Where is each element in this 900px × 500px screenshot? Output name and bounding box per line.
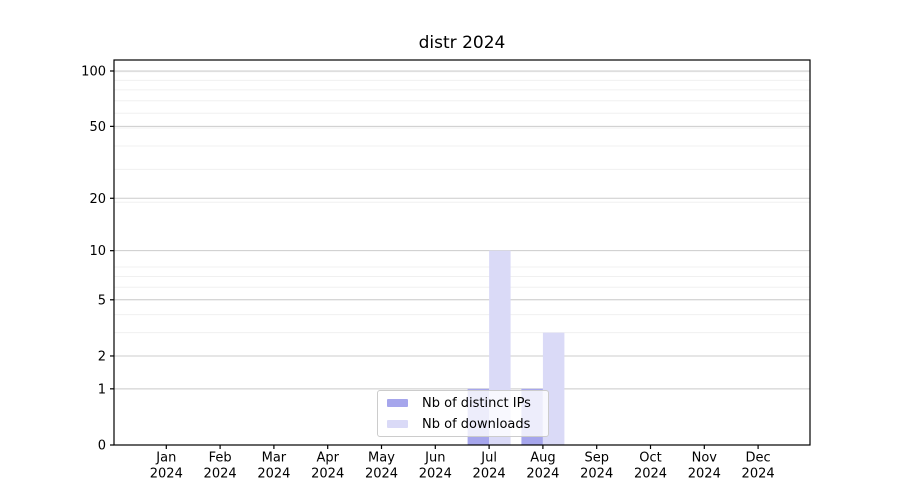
x-tick-label-year: 2024	[742, 467, 775, 482]
y-tick-label: 5	[98, 293, 106, 308]
x-tick-label-month: May	[368, 451, 395, 466]
legend-item-downloads: Nb of downloads	[387, 416, 548, 432]
legend-label-distinct-ips: Nb of distinct IPs	[422, 395, 531, 411]
x-tick-label-month: Mar	[262, 451, 287, 466]
y-tick-label: 2	[98, 349, 106, 364]
x-tick-label-year: 2024	[204, 467, 237, 482]
plot-border	[113, 59, 811, 446]
x-tick-label-month: Jul	[480, 451, 497, 466]
x-tick-label-month: Aug	[530, 451, 555, 466]
y-tick-label: 1	[98, 382, 106, 397]
y-tick-label: 0	[98, 439, 106, 454]
x-tick-label-year: 2024	[311, 467, 344, 482]
y-tick-label: 10	[89, 244, 106, 259]
y-tick-label: 20	[89, 192, 106, 207]
x-tick-label-month: Sep	[584, 451, 609, 466]
x-tick-label-year: 2024	[365, 467, 398, 482]
x-tick-label-year: 2024	[688, 467, 721, 482]
x-tick-label-month: Nov	[692, 451, 718, 466]
x-tick-label-year: 2024	[526, 467, 559, 482]
legend-swatch-downloads	[387, 420, 408, 428]
x-tick-label-year: 2024	[257, 467, 290, 482]
x-tick-label-month: Apr	[316, 451, 339, 466]
legend: Nb of distinct IPs Nb of downloads	[377, 390, 549, 437]
x-tick-label-year: 2024	[473, 467, 506, 482]
x-tick-label-month: Dec	[746, 451, 771, 466]
legend-item-distinct-ips: Nb of distinct IPs	[387, 395, 548, 411]
x-tick-label-year: 2024	[419, 467, 452, 482]
legend-swatch-distinct-ips	[387, 399, 408, 407]
y-tick-label: 50	[89, 120, 106, 135]
x-tick-label-month: Jan	[155, 451, 176, 466]
legend-label-downloads: Nb of downloads	[422, 416, 531, 432]
y-tick-label: 100	[81, 64, 106, 79]
x-tick-label-year: 2024	[150, 467, 183, 482]
x-tick-label-year: 2024	[580, 467, 613, 482]
x-tick-label-year: 2024	[634, 467, 667, 482]
x-tick-label-month: Jun	[424, 451, 445, 466]
x-tick-label-month: Feb	[209, 451, 232, 466]
x-tick-label-month: Oct	[639, 451, 661, 466]
chart-title: distr 2024	[418, 33, 506, 53]
